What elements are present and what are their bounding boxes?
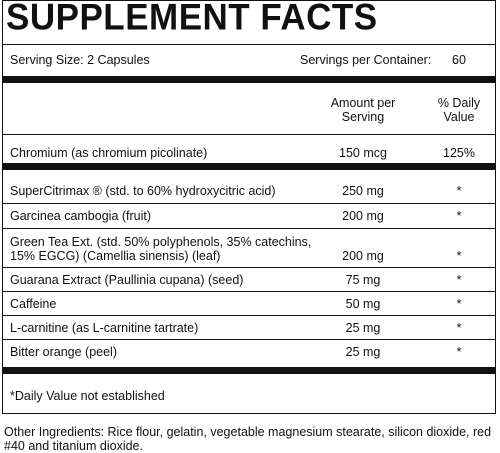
rule (2, 163, 496, 170)
rule (2, 339, 496, 340)
rule (2, 76, 496, 83)
ingredient-name: Guarana Extract (Paullinia cupana) (seed… (10, 273, 244, 287)
ingredient-name: Garcinea cambogia (fruit) (10, 209, 152, 223)
daily-value: * (456, 249, 462, 263)
servings-label: Servings per Container: (300, 53, 432, 67)
rule (2, 203, 496, 204)
amount: 75 mg (345, 273, 381, 287)
rule (2, 44, 496, 45)
ingredient-name: Caffeine (10, 297, 57, 311)
amount: 150 mcg (339, 146, 387, 160)
ingredient-name: L-carnitine (as L-carnitine tartrate) (10, 321, 199, 335)
footnote: *Daily Value not established (10, 389, 165, 403)
amount: 200 mg (342, 249, 384, 263)
serving-size: Serving Size: 2 Capsules (10, 53, 150, 67)
rule (2, 291, 496, 292)
rule (2, 315, 496, 316)
rule (2, 134, 496, 135)
servings-value: 60 (452, 53, 466, 67)
ingredient-name: Bitter orange (peel) (10, 345, 118, 359)
rule (2, 367, 496, 374)
column-header: % Daily Value (437, 96, 481, 124)
ingredient-name: Chromium (as chromium picolinate) (10, 146, 208, 160)
amount: 250 mg (342, 184, 384, 198)
rule (2, 267, 496, 268)
daily-value: * (456, 209, 462, 223)
daily-value: * (456, 321, 462, 335)
amount: 25 mg (345, 321, 381, 335)
amount: 200 mg (342, 209, 384, 223)
ingredient-name: Green Tea Ext. (std. 50% polyphenols, 35… (10, 235, 312, 263)
ingredient-name: SuperCitrimax ® (std. to 60% hydroxycitr… (10, 184, 276, 198)
daily-value: * (456, 345, 462, 359)
daily-value: 125% (443, 146, 475, 160)
title: SUPPLEMENT FACTS (6, 0, 378, 38)
rule (2, 228, 496, 229)
daily-value: * (456, 273, 462, 287)
label-box (2, 0, 496, 414)
other-ingredients: Other Ingredients: Rice flour, gelatin, … (4, 425, 492, 453)
column-header: Amount per Serving (330, 96, 396, 124)
amount: 50 mg (345, 297, 381, 311)
daily-value: * (456, 297, 462, 311)
amount: 25 mg (345, 345, 381, 359)
daily-value: * (456, 184, 462, 198)
